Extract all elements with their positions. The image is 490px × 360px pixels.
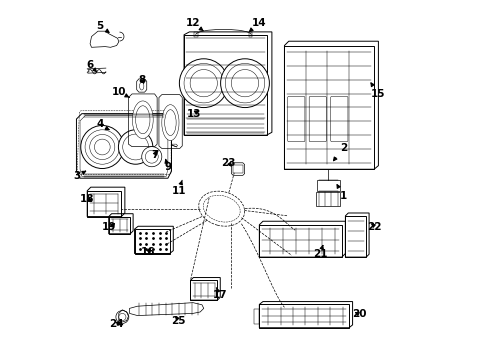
Text: 1: 1 — [337, 185, 347, 201]
Ellipse shape — [165, 110, 176, 135]
Text: 22: 22 — [368, 222, 382, 231]
Circle shape — [116, 311, 129, 323]
Text: 3: 3 — [73, 171, 86, 181]
Circle shape — [119, 130, 153, 164]
Text: 7: 7 — [151, 150, 158, 160]
Text: 8: 8 — [139, 75, 146, 85]
Bar — [254, 309, 259, 324]
Ellipse shape — [162, 105, 179, 140]
FancyBboxPatch shape — [288, 96, 305, 141]
Circle shape — [231, 69, 259, 97]
Text: 24: 24 — [109, 319, 124, 329]
Text: 5: 5 — [96, 21, 109, 32]
Bar — [233, 165, 243, 173]
Text: 25: 25 — [172, 316, 186, 325]
Ellipse shape — [132, 101, 153, 139]
Bar — [316, 192, 341, 206]
Ellipse shape — [140, 82, 144, 90]
Circle shape — [146, 150, 158, 163]
FancyBboxPatch shape — [309, 96, 326, 141]
Circle shape — [122, 134, 148, 160]
Circle shape — [184, 63, 223, 103]
Circle shape — [179, 59, 228, 108]
Circle shape — [225, 63, 265, 103]
Circle shape — [190, 69, 218, 97]
Circle shape — [85, 130, 120, 164]
Circle shape — [81, 126, 124, 168]
Text: 12: 12 — [186, 18, 203, 31]
Text: 15: 15 — [371, 83, 386, 99]
FancyBboxPatch shape — [331, 96, 348, 141]
Text: 17: 17 — [213, 288, 227, 301]
Circle shape — [119, 314, 126, 320]
Text: 10: 10 — [112, 87, 129, 98]
Text: 20: 20 — [352, 310, 367, 319]
Text: 14: 14 — [249, 18, 267, 31]
Text: 9: 9 — [164, 159, 171, 172]
Text: 4: 4 — [96, 120, 109, 130]
Ellipse shape — [136, 106, 150, 134]
Text: 16: 16 — [141, 247, 155, 257]
Circle shape — [142, 147, 162, 167]
Circle shape — [95, 139, 110, 155]
Circle shape — [90, 134, 115, 159]
Text: 2: 2 — [334, 143, 347, 161]
Circle shape — [220, 59, 270, 108]
Text: 21: 21 — [313, 246, 327, 258]
Text: 13: 13 — [187, 109, 201, 119]
Text: 18: 18 — [80, 194, 95, 204]
Text: 19: 19 — [102, 222, 117, 232]
Text: 23: 23 — [221, 158, 236, 168]
Text: 6: 6 — [86, 60, 97, 72]
Text: 11: 11 — [172, 180, 186, 196]
Bar — [317, 180, 340, 192]
